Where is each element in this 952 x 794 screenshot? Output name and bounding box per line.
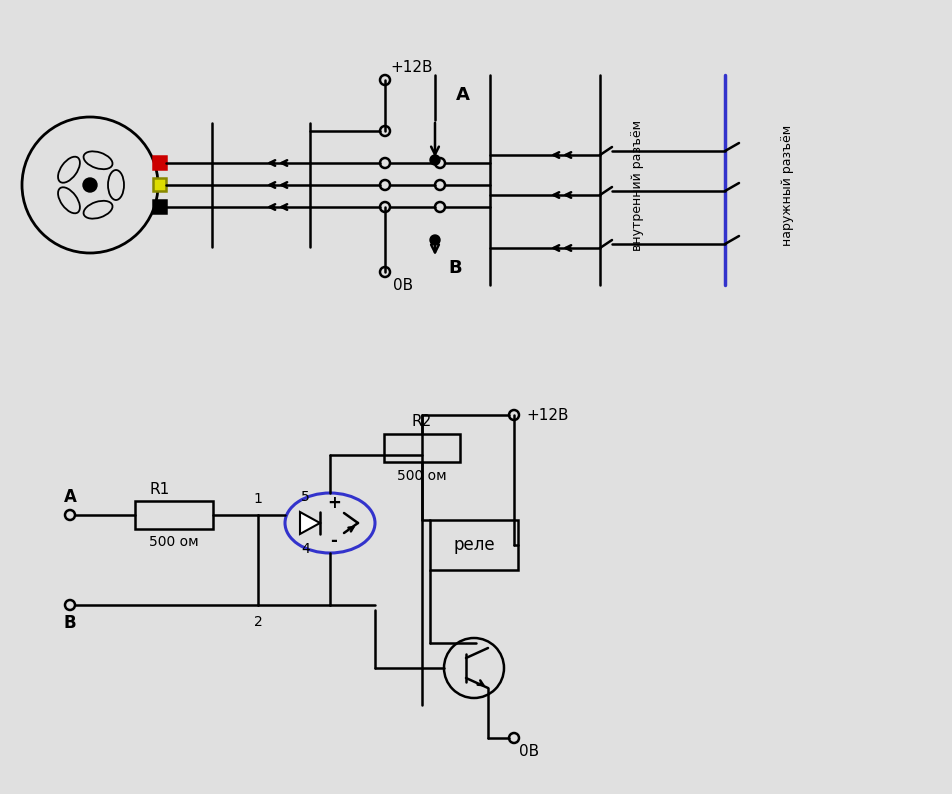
Circle shape	[65, 600, 75, 610]
Text: 5: 5	[301, 490, 310, 504]
Circle shape	[430, 235, 440, 245]
Text: 2: 2	[253, 615, 263, 629]
Circle shape	[509, 410, 519, 420]
Circle shape	[22, 117, 158, 253]
Circle shape	[65, 510, 75, 520]
Text: реле: реле	[453, 536, 495, 554]
Bar	[384, 434, 460, 462]
Text: 0В: 0В	[519, 745, 539, 760]
Ellipse shape	[84, 152, 112, 169]
Bar	[153, 156, 166, 169]
Text: 500 ом: 500 ом	[149, 535, 199, 549]
Bar	[153, 200, 166, 213]
Text: +12В: +12В	[390, 60, 432, 75]
Text: 1: 1	[253, 492, 263, 506]
Text: R1: R1	[149, 483, 170, 498]
Ellipse shape	[58, 156, 80, 183]
Text: наружный разъём: наружный разъём	[781, 125, 794, 245]
Text: В: В	[448, 259, 462, 277]
Circle shape	[435, 180, 445, 190]
Circle shape	[509, 733, 519, 743]
Circle shape	[380, 126, 390, 136]
Circle shape	[444, 638, 504, 698]
Text: внутренний разъём: внутренний разъём	[631, 119, 645, 251]
Circle shape	[380, 267, 390, 277]
Text: В: В	[64, 614, 76, 632]
Text: R2: R2	[412, 414, 432, 430]
Ellipse shape	[58, 187, 80, 214]
Circle shape	[380, 202, 390, 212]
Circle shape	[380, 180, 390, 190]
Ellipse shape	[84, 201, 112, 218]
Text: A: A	[64, 488, 76, 506]
Circle shape	[430, 155, 440, 165]
Polygon shape	[300, 512, 320, 534]
Bar	[430, 520, 518, 570]
Text: 0В: 0В	[393, 277, 413, 292]
Text: +12В: +12В	[526, 407, 568, 422]
Circle shape	[83, 178, 97, 192]
Text: -: -	[330, 532, 337, 550]
Circle shape	[435, 158, 445, 168]
Text: A: A	[456, 86, 470, 104]
Bar	[135, 501, 213, 529]
Text: +: +	[327, 494, 341, 512]
Text: 4: 4	[301, 542, 310, 556]
Ellipse shape	[108, 170, 124, 200]
Circle shape	[380, 158, 390, 168]
Circle shape	[380, 75, 390, 85]
Circle shape	[435, 202, 445, 212]
Bar	[153, 178, 166, 191]
Text: 500 ом: 500 ом	[397, 469, 446, 483]
